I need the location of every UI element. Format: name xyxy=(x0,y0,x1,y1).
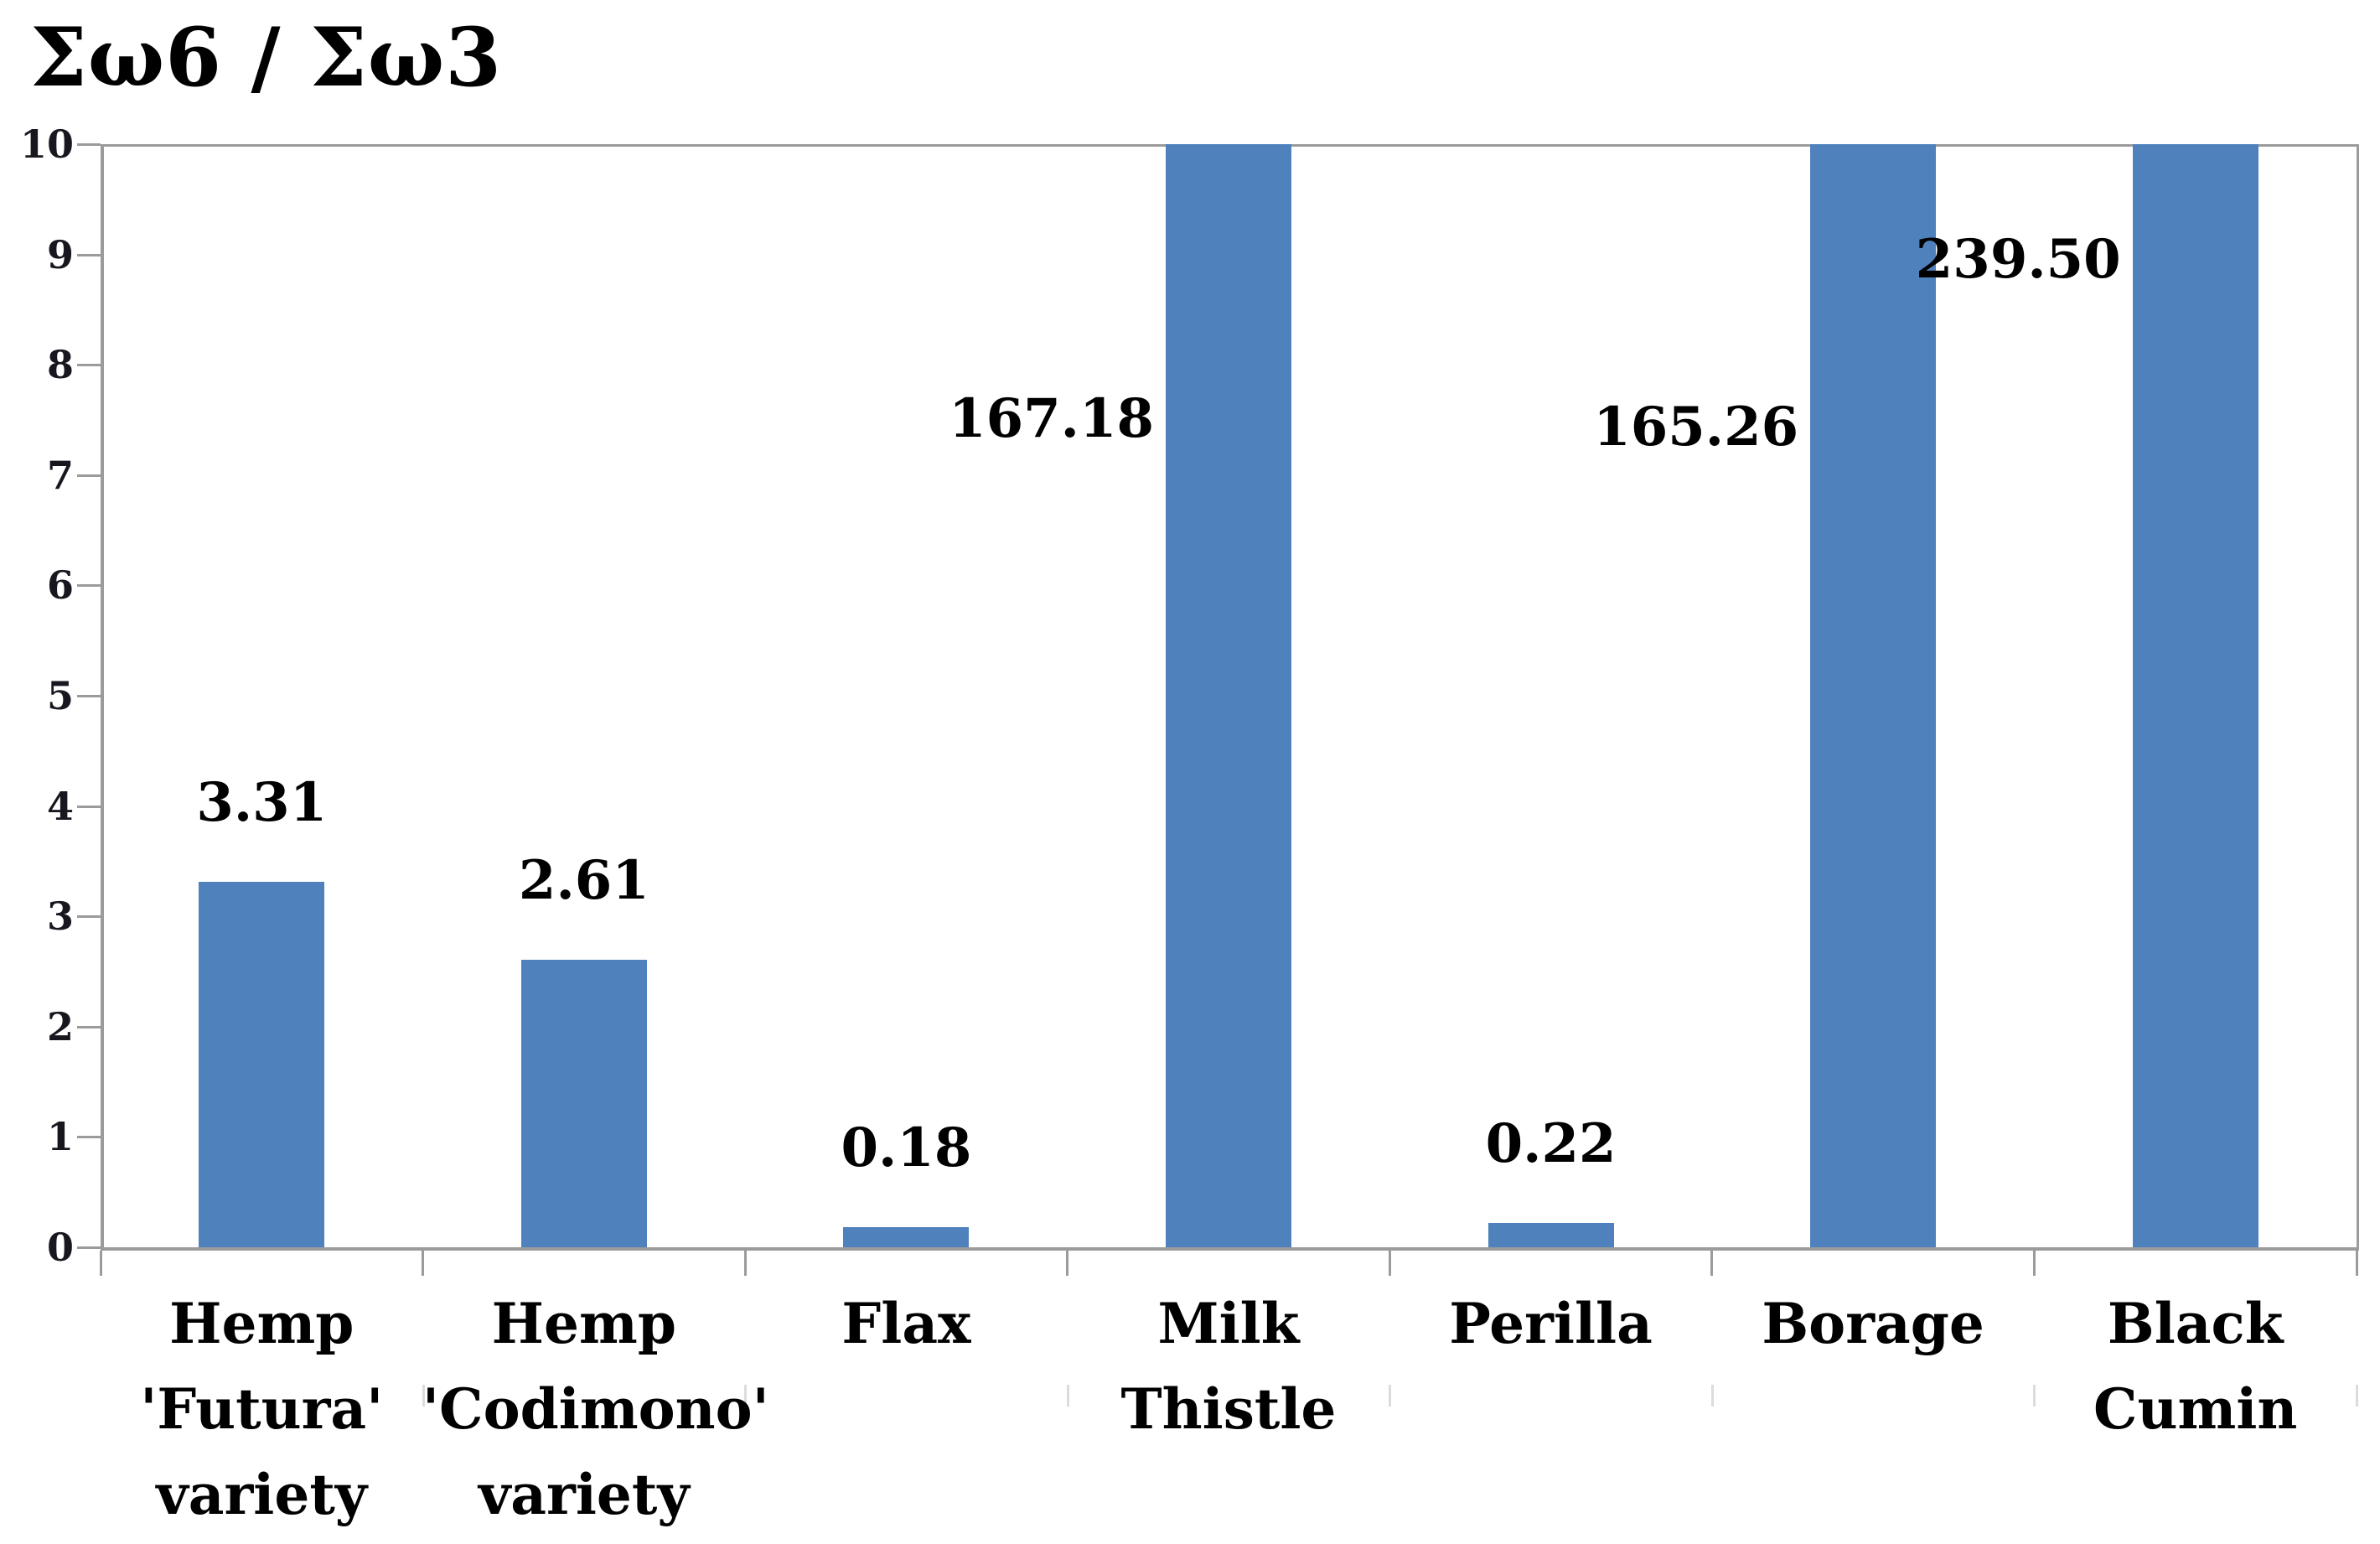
y-axis-tick xyxy=(77,805,101,808)
x-axis-secondary-tick xyxy=(1389,1385,1392,1407)
y-axis-tick xyxy=(77,584,101,588)
chart-title: Σω6 / Σω3 xyxy=(30,10,503,105)
x-axis-tick xyxy=(99,1251,102,1276)
category-label: Hemp 'Futura' variety xyxy=(100,1281,423,1537)
x-axis-tick xyxy=(2032,1251,2036,1276)
category-label-line: 'Futura' xyxy=(140,1376,384,1442)
y-axis-tick-label: 7 xyxy=(46,452,74,498)
category-label-line: Borage xyxy=(1762,1291,1984,1356)
bar-black-cumin xyxy=(2132,144,2258,1247)
data-label: 239.50 xyxy=(1915,228,2121,292)
data-label: 3.31 xyxy=(196,771,328,835)
data-label: 165.26 xyxy=(1593,396,1799,459)
data-label: 0.18 xyxy=(841,1117,972,1180)
y-axis-tick xyxy=(77,143,101,146)
x-axis-tick xyxy=(1066,1251,1069,1276)
category-label: Flax xyxy=(744,1281,1068,1366)
data-label: 2.61 xyxy=(518,848,649,912)
y-axis-tick xyxy=(77,474,101,477)
bar-borage xyxy=(1810,144,1937,1247)
x-axis-tick xyxy=(422,1251,425,1276)
y-axis-tick-label: 1 xyxy=(46,1114,74,1160)
data-label: 0.22 xyxy=(1485,1112,1617,1176)
y-axis-tick xyxy=(77,695,101,697)
category-label-line: variety xyxy=(478,1462,690,1527)
category-label: Milk Thistle xyxy=(1067,1281,1390,1452)
x-axis-secondary-tick xyxy=(744,1385,748,1407)
x-axis-tick xyxy=(743,1251,747,1276)
y-axis-tick-label: 8 xyxy=(46,342,74,388)
category-label-line: 'Codimono' xyxy=(422,1376,769,1442)
y-axis-tick xyxy=(77,253,101,256)
category-label-line: Black xyxy=(2107,1291,2284,1356)
y-axis-tick-label: 10 xyxy=(19,122,74,167)
y-axis-tick xyxy=(77,915,101,919)
y-axis-tick xyxy=(77,364,101,367)
x-axis-tick xyxy=(2355,1251,2358,1276)
category-label-line: variety xyxy=(156,1462,368,1527)
y-axis-tick xyxy=(77,1136,101,1139)
category-label-line: Flax xyxy=(841,1291,971,1356)
x-axis-tick xyxy=(1710,1251,1714,1276)
y-axis-tick xyxy=(77,1025,101,1028)
y-axis-tick xyxy=(77,1246,101,1249)
y-axis-tick-label: 9 xyxy=(46,231,74,277)
x-axis-secondary-tick xyxy=(422,1385,425,1407)
category-label-line: Perilla xyxy=(1449,1291,1653,1356)
plot-border-right xyxy=(2357,144,2359,1250)
y-axis-tick-label: 3 xyxy=(46,894,74,940)
bar-hemp-codimono-variety xyxy=(520,959,647,1247)
category-label-line: Hemp xyxy=(491,1291,677,1356)
category-label-line: Cumin xyxy=(2093,1376,2298,1442)
x-axis-line xyxy=(101,1247,2359,1251)
y-axis-tick-label: 4 xyxy=(46,783,74,829)
y-axis-tick-label: 2 xyxy=(46,1003,74,1049)
category-label-line: Hemp xyxy=(169,1291,354,1356)
bar-flax xyxy=(843,1227,970,1247)
y-axis-tick-label: 0 xyxy=(46,1225,74,1270)
bar-perilla xyxy=(1488,1223,1614,1247)
bar-hemp-futura-variety xyxy=(199,882,325,1247)
category-label: Perilla xyxy=(1389,1281,1713,1366)
x-axis-secondary-tick xyxy=(1066,1385,1069,1407)
bar-milk-thistle xyxy=(1166,144,1291,1247)
y-axis-tick-label: 6 xyxy=(46,562,74,609)
category-label: Black Cumin xyxy=(2034,1281,2357,1452)
x-axis-secondary-tick xyxy=(2033,1385,2036,1407)
y-axis-tick-label: 5 xyxy=(46,673,74,718)
data-label: 167.18 xyxy=(949,386,1154,450)
x-axis-tick xyxy=(1388,1251,1391,1276)
category-label: Hemp 'Codimono' variety xyxy=(422,1281,769,1537)
category-label-line: Milk xyxy=(1157,1291,1300,1356)
category-label-line: Thistle xyxy=(1120,1376,1337,1442)
category-label: Borage xyxy=(1711,1281,2035,1366)
y-axis-line xyxy=(101,144,104,1247)
x-axis-secondary-tick xyxy=(1710,1385,1714,1407)
x-axis-secondary-tick xyxy=(2356,1385,2358,1407)
